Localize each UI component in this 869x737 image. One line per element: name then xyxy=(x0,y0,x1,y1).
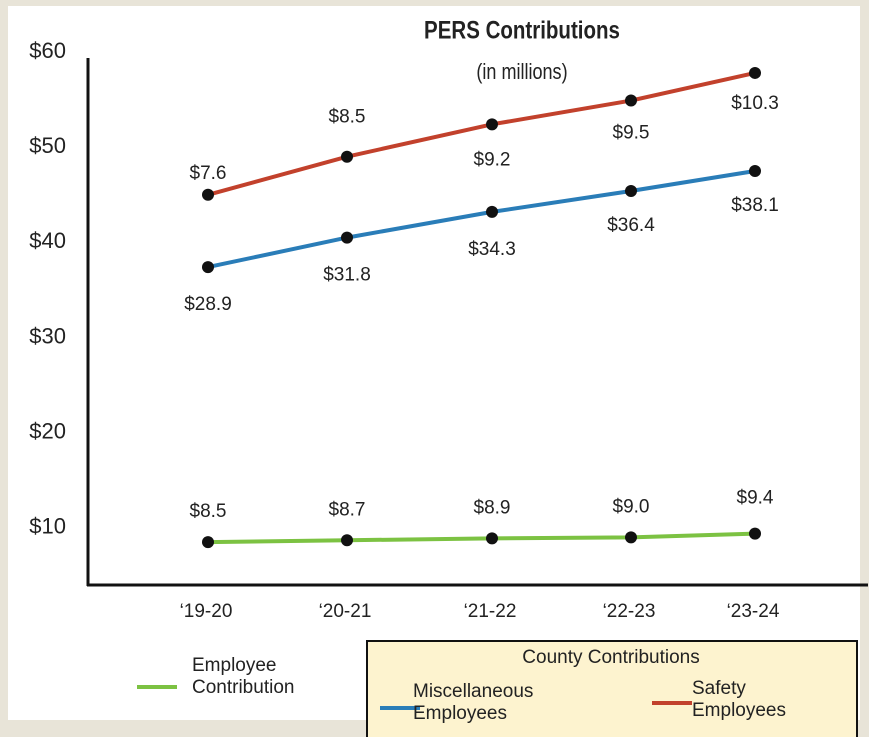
data-label: $8.5 xyxy=(190,501,227,522)
y-tick-label: $50 xyxy=(29,133,66,158)
data-label: $8.7 xyxy=(329,499,366,520)
data-label: $34.3 xyxy=(468,239,516,260)
legend-label: Miscellaneous Employees xyxy=(413,681,534,724)
data-label: $28.9 xyxy=(184,294,232,315)
data-label: $38.1 xyxy=(731,195,779,216)
point xyxy=(749,66,761,79)
data-label: $8.5 xyxy=(329,107,366,128)
point xyxy=(486,118,498,131)
point xyxy=(202,536,214,549)
x-tick-label: ‘21-22 xyxy=(464,601,517,622)
chart-subtitle: (in millions) xyxy=(476,60,567,84)
data-label: $8.9 xyxy=(474,497,511,518)
legend-swatch xyxy=(380,706,420,710)
point xyxy=(202,261,214,274)
data-label: $7.6 xyxy=(190,163,227,184)
point xyxy=(625,184,637,197)
legend-swatch xyxy=(652,701,692,705)
data-label: $9.5 xyxy=(613,123,650,144)
y-tick-label: $20 xyxy=(29,419,66,444)
point xyxy=(486,532,498,545)
x-tick-label: ‘23-24 xyxy=(727,601,780,622)
y-tick-label: $60 xyxy=(29,38,66,63)
x-tick-label: ‘20-21 xyxy=(319,601,372,622)
data-label: $31.8 xyxy=(323,265,371,286)
x-tick-label: ‘19-20 xyxy=(180,601,233,622)
point xyxy=(625,531,637,544)
y-tick-label: $40 xyxy=(29,228,66,253)
plot-background xyxy=(8,6,860,720)
point xyxy=(749,164,761,177)
point xyxy=(341,231,353,244)
data-label: $36.4 xyxy=(607,215,655,236)
legend-swatch xyxy=(137,685,177,689)
legend-group-title: County Contributions xyxy=(522,647,700,668)
data-label: $10.3 xyxy=(731,93,779,114)
legend-label: Employee Contribution xyxy=(192,655,295,698)
legend-label: Safety Employees xyxy=(692,678,786,721)
point xyxy=(341,534,353,547)
point xyxy=(202,188,214,201)
legend-box xyxy=(366,640,858,737)
x-tick-label: ‘22-23 xyxy=(603,601,656,622)
y-tick-label: $30 xyxy=(29,323,66,348)
data-label: $9.4 xyxy=(737,488,774,509)
point xyxy=(625,94,637,107)
point xyxy=(749,527,761,540)
data-label: $9.0 xyxy=(613,496,650,517)
point xyxy=(486,205,498,218)
y-tick-label: $10 xyxy=(29,514,66,539)
point xyxy=(341,150,353,163)
data-label: $9.2 xyxy=(474,149,511,170)
chart-title: PERS Contributions xyxy=(424,16,620,44)
